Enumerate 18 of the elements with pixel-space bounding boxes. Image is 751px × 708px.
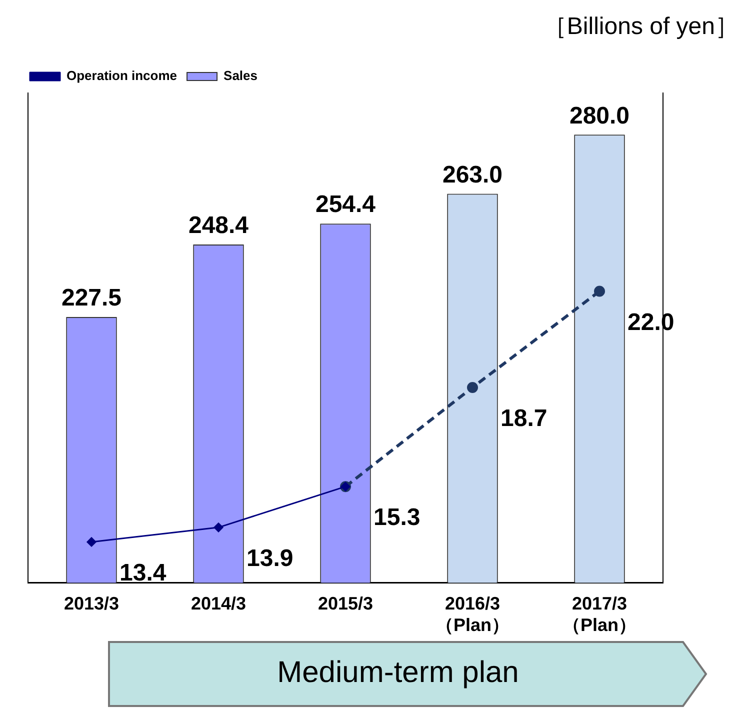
data-label: 248.4: [188, 212, 250, 240]
data-label: 280.0: [569, 102, 630, 130]
data-label: 15.3: [374, 504, 420, 532]
x-tick-label: 2014/3: [190, 594, 246, 614]
legend-label: Operation income: [66, 68, 178, 84]
x-tick-label: 2016/3 （Plan）: [435, 594, 510, 636]
data-label: 13.9: [246, 545, 294, 572]
data-label: 263.0: [442, 161, 503, 188]
x-tick-label: 2013/3: [64, 594, 120, 614]
x-tick-label: 2015/3: [318, 594, 374, 614]
data-label: 227.5: [61, 284, 122, 312]
x-tick-label: 2017/3 （Plan）: [562, 594, 637, 636]
text: Medium-term plan: [276, 656, 520, 690]
data-label: 13.4: [120, 560, 167, 587]
text: ［Billions of yen］: [542, 12, 739, 42]
legend-label: Sales: [224, 68, 258, 84]
data-label: 18.7: [500, 405, 548, 432]
data-label: 254.4: [315, 191, 376, 218]
